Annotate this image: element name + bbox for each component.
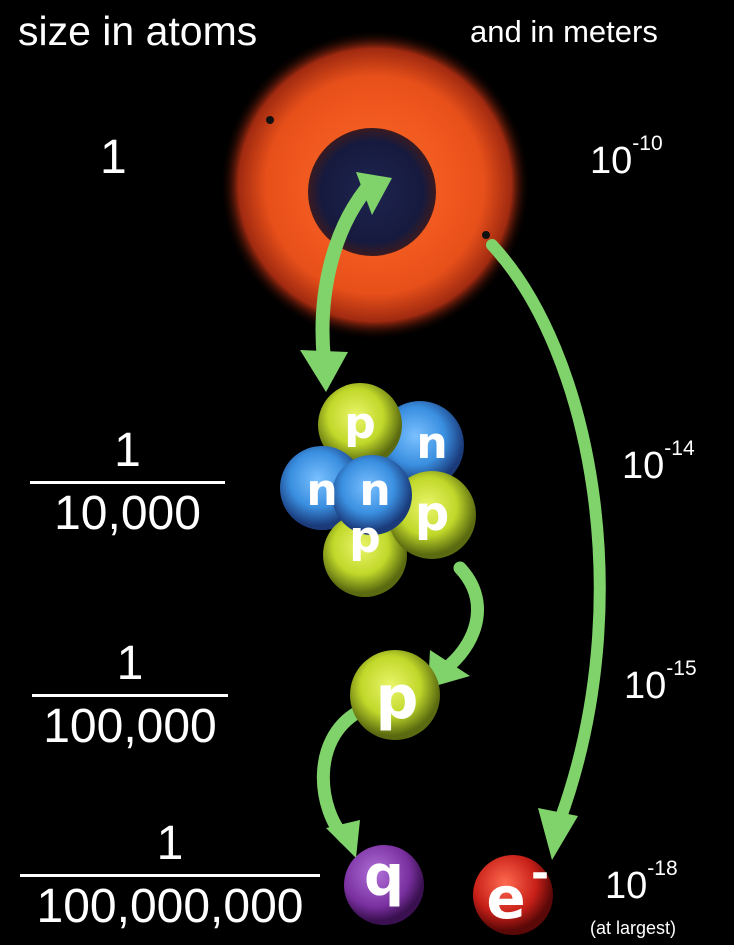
fraction-denominator: 10,000: [54, 487, 201, 540]
at-largest-note: (at largest): [590, 918, 677, 938]
arrowhead: [428, 650, 470, 688]
proton-label: p: [415, 486, 449, 542]
electron-dot: [266, 116, 274, 124]
fraction-numerator: 1: [114, 424, 141, 477]
meters-level-1: 10-10: [590, 132, 663, 183]
electron-particle: e -: [473, 848, 553, 935]
electron-charge: -: [531, 848, 549, 899]
electron-label: e: [486, 864, 525, 932]
power-exponent: -10: [632, 132, 663, 155]
power-base: 10: [605, 865, 648, 907]
proton-label: p: [344, 398, 376, 449]
single-proton: p: [350, 650, 440, 740]
arrow-atom-to-nucleus: [315, 175, 379, 367]
neutron-label: n: [416, 418, 447, 469]
quark: [344, 845, 424, 925]
proton: [318, 383, 402, 467]
atoms-level-4: 1 100,000,000: [20, 818, 320, 933]
power-base: 10: [622, 445, 665, 487]
power-exponent: -14: [664, 437, 695, 460]
arrowhead: [326, 820, 360, 858]
neutron: [332, 455, 412, 535]
fraction-denominator: 100,000: [43, 700, 217, 753]
arrowhead-start: [356, 172, 392, 215]
arrowheads: [300, 172, 578, 860]
power-base: 10: [624, 665, 667, 707]
power-base: 10: [590, 140, 633, 182]
arrow-proton-to-quark: [316, 705, 365, 845]
electron: [473, 855, 553, 935]
atoms-level-1: 1: [100, 131, 127, 184]
atoms-level-3: 1 100,000: [32, 638, 228, 753]
fraction-denominator: 100,000,000: [36, 880, 304, 933]
fraction-numerator: 1: [116, 637, 144, 690]
arrow-atom-to-electron: [486, 239, 606, 826]
power-exponent: -18: [647, 857, 678, 880]
neutron-label: n: [306, 465, 337, 516]
proton: [323, 513, 407, 597]
arrowhead: [538, 808, 578, 860]
quark-label: q: [364, 844, 404, 909]
quark-particle: q: [344, 844, 424, 925]
fraction-bar: [30, 481, 225, 484]
arrowhead: [300, 350, 348, 392]
electron-dot: [482, 231, 490, 239]
arrow-nucleus-to-proton: [443, 561, 484, 672]
header-size-in-atoms: size in atoms: [18, 8, 258, 54]
fraction-numerator: 1: [156, 817, 184, 870]
fraction-bar: [32, 694, 228, 697]
meters-level-3: 10-15: [624, 657, 697, 708]
nucleus: p n n n p p: [280, 383, 476, 597]
header-in-meters: and in meters: [470, 14, 658, 49]
atoms-level-2: 1 10,000: [30, 425, 225, 540]
meters-level-4: 10-18: [605, 857, 678, 908]
power-exponent: -15: [666, 657, 697, 680]
proton: [350, 650, 440, 740]
neutron-label: n: [359, 465, 390, 516]
proton-label: p: [376, 663, 419, 733]
meters-level-2: 10-14: [622, 437, 695, 488]
proton-label: p: [349, 512, 381, 563]
fraction-bar: [20, 874, 320, 877]
